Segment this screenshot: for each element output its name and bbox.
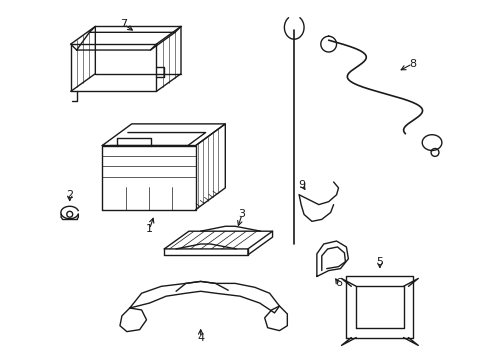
Text: 7: 7 [120, 19, 127, 30]
Text: 1: 1 [146, 224, 153, 234]
Text: 8: 8 [408, 59, 415, 69]
Text: 5: 5 [376, 257, 383, 267]
Text: 3: 3 [238, 210, 245, 220]
Text: 6: 6 [334, 278, 341, 288]
Text: 2: 2 [66, 190, 73, 200]
Text: 9: 9 [298, 180, 305, 190]
Text: 4: 4 [197, 333, 204, 342]
